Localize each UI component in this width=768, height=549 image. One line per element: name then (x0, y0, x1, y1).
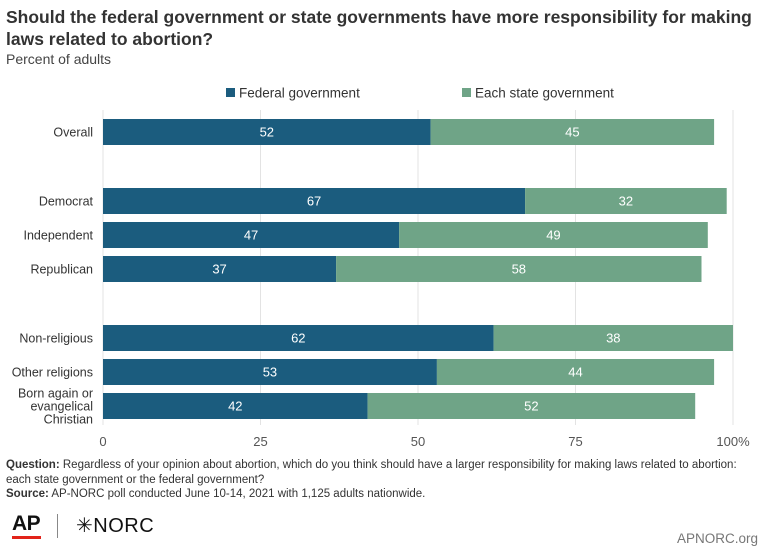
bar (103, 256, 337, 282)
source-label: Source: (6, 488, 49, 500)
question-note: Question: Regardless of your opinion abo… (6, 458, 762, 487)
source-note: Source: AP-NORC poll conducted June 10-1… (6, 487, 762, 502)
bar (525, 188, 727, 214)
bar (103, 222, 400, 248)
data-label: 42 (228, 399, 242, 414)
bar (493, 325, 733, 351)
x-tick-label: 25 (253, 434, 267, 449)
data-label: 38 (606, 331, 620, 346)
data-label: 67 (307, 194, 321, 209)
chart-subtitle: Percent of adults (6, 51, 112, 67)
data-label: 52 (524, 399, 538, 414)
category-label: Born again or evangelical Christian (18, 387, 93, 427)
ap-logo-underline (12, 536, 41, 539)
data-label: 49 (546, 228, 560, 243)
chart-area: 0 25 50 75 100% Federal government Each state … (12, 86, 750, 450)
category-label: Overall (53, 126, 93, 140)
legend-label: Each state government (475, 86, 614, 101)
question-text: Regardless of your opinion about abortio… (6, 459, 737, 486)
logo-divider (57, 514, 58, 538)
category-label: Democrat (39, 195, 94, 209)
data-label: 58 (512, 262, 526, 277)
bar (103, 325, 494, 351)
x-tick-label: 50 (411, 434, 425, 449)
bar (336, 256, 702, 282)
legend-swatch (462, 88, 471, 97)
bar (367, 393, 696, 419)
norc-star-icon: ✳ (76, 515, 94, 537)
data-label: 52 (260, 125, 274, 140)
bar (399, 222, 708, 248)
bar (103, 393, 368, 419)
category-label: Other religions (12, 366, 93, 380)
x-tick-label: 0 (99, 434, 106, 449)
data-label: 53 (263, 365, 277, 380)
bar (430, 119, 715, 145)
chart-title: Should the federal government or state g… (6, 7, 752, 49)
data-label: 47 (244, 228, 258, 243)
x-tick-label: 100% (716, 434, 750, 449)
data-label: 62 (291, 331, 305, 346)
data-label: 44 (568, 365, 582, 380)
category-label: Non-religious (19, 332, 93, 346)
ap-logo: AP (12, 512, 41, 535)
legend-label: Federal government (239, 86, 360, 101)
legend-swatch (226, 88, 235, 97)
data-label: 32 (619, 194, 633, 209)
question-label: Question: (6, 459, 60, 471)
footnote: Question: Regardless of your opinion abo… (6, 458, 762, 502)
bar (436, 359, 715, 385)
bar (103, 188, 526, 214)
norc-logo-text: NORC (93, 515, 155, 537)
bar (103, 119, 431, 145)
x-tick-label: 75 (568, 434, 582, 449)
bar (103, 359, 437, 385)
category-label: Republican (30, 263, 93, 277)
data-label: 45 (565, 125, 579, 140)
site-url: APNORC.org (676, 531, 758, 546)
category-label: Independent (23, 229, 93, 243)
source-text: AP-NORC poll conducted June 10-14, 2021 … (51, 488, 426, 500)
norc-logo: ✳NORC (76, 513, 154, 538)
data-label: 37 (212, 262, 226, 277)
